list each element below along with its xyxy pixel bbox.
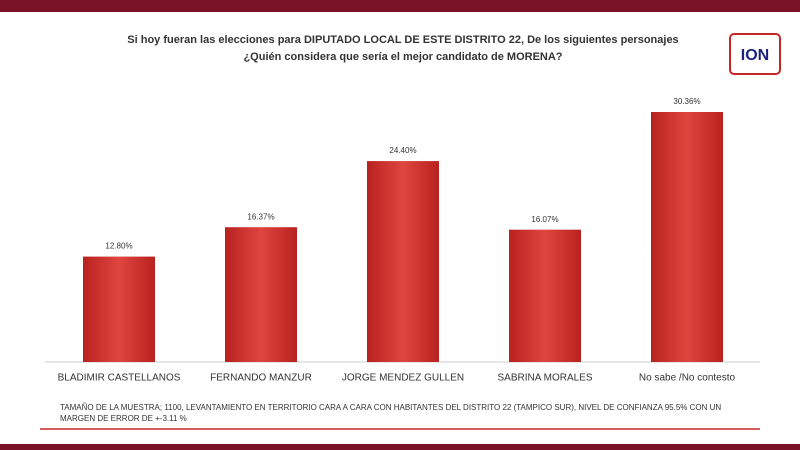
bar	[509, 229, 581, 362]
x-tick-label: No sabe /No contesto	[639, 373, 736, 384]
x-tick-label: FERNANDO MANZUR	[210, 373, 312, 384]
x-tick-label: JORGE MENDEZ GULLEN	[342, 373, 464, 384]
bar	[651, 112, 723, 362]
bottom-band	[0, 444, 800, 450]
data-label: 12.80%	[105, 242, 132, 251]
chart-title: Si hoy fueran las elecciones para DIPUTA…	[127, 34, 678, 46]
logo-text: ION	[741, 47, 769, 64]
data-label: 16.07%	[531, 215, 558, 224]
x-tick-label: BLADIMIR CASTELLANOS	[58, 373, 181, 384]
logo: ION	[729, 33, 781, 75]
footnote: TAMAÑO DE LA MUESTRA; 1100, LEVANTAMIENT…	[60, 403, 721, 412]
bar	[367, 161, 439, 362]
top-band	[0, 0, 800, 12]
logo-frame	[729, 33, 781, 75]
data-label: 24.40%	[389, 146, 416, 155]
bar	[225, 227, 297, 362]
data-label: 16.37%	[247, 212, 274, 221]
footnote: MARGEN DE ERROR DE +-3.11 %	[60, 414, 187, 423]
x-tick-label: SABRINA MORALES	[497, 373, 592, 384]
chart-title: ¿Quién considera que sería el mejor cand…	[243, 51, 562, 63]
bar	[83, 256, 155, 362]
data-label: 30.36%	[673, 97, 700, 106]
